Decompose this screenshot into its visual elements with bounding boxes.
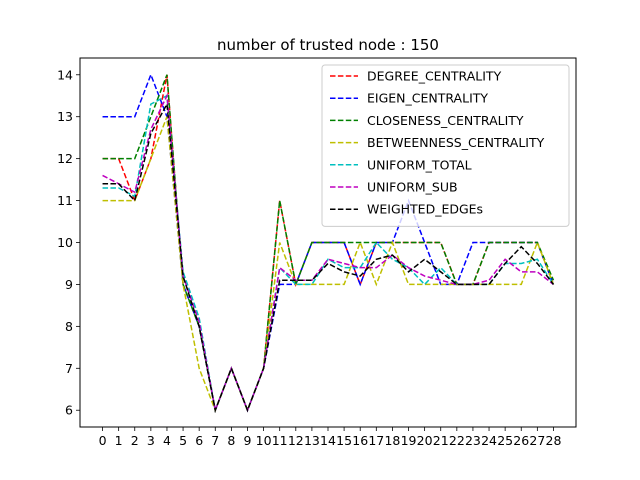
y-tick-label: 10 xyxy=(57,235,73,250)
x-tick-label: 6 xyxy=(195,433,203,448)
legend-label: UNIFORM_TOTAL xyxy=(367,157,472,172)
legend-label: CLOSENESS_CENTRALITY xyxy=(367,113,524,128)
series-lines xyxy=(102,72,555,414)
legend-label: DEGREE_CENTRALITY xyxy=(367,69,502,84)
x-tick-label: 17 xyxy=(368,433,384,448)
x-tick-label: 1 xyxy=(115,433,123,448)
x-tick-label: 16 xyxy=(352,433,368,448)
series-line-6 xyxy=(102,101,555,413)
x-tick-label: 27 xyxy=(529,433,545,448)
x-tick-label: 8 xyxy=(227,433,235,448)
series-line-3 xyxy=(102,116,555,413)
legend: DEGREE_CENTRALITY EIGEN_CENTRALITY CLOSENE… xyxy=(321,64,570,227)
x-tick-label: 26 xyxy=(513,433,529,448)
x-tick-label: 11 xyxy=(272,433,288,448)
x-tick-label: 15 xyxy=(336,433,352,448)
y-tick-label: 8 xyxy=(65,319,73,334)
x-tick-label: 25 xyxy=(497,433,513,448)
x-tick-label: 24 xyxy=(481,433,497,448)
x-tick-label: 2 xyxy=(131,433,139,448)
x-tick-label: 3 xyxy=(147,433,155,448)
x-tick-label: 12 xyxy=(288,433,304,448)
y-tick-label: 6 xyxy=(65,403,73,418)
x-tick-label: 22 xyxy=(449,433,465,448)
chart-title: number of trusted node : 150 xyxy=(217,36,439,54)
x-tick-label: 14 xyxy=(320,433,336,448)
legend-label: EIGEN_CENTRALITY xyxy=(367,91,488,106)
y-tick-label: 13 xyxy=(57,109,73,124)
y-tick-label: 11 xyxy=(57,193,73,208)
y-tick-label: 7 xyxy=(65,361,73,376)
x-tick-label: 21 xyxy=(433,433,449,448)
legend-label: BETWEENNESS_CENTRALITY xyxy=(367,135,545,150)
x-tick-label: 5 xyxy=(179,433,187,448)
x-tick-label: 10 xyxy=(256,433,272,448)
legend-box xyxy=(321,64,570,227)
x-tick-label: 20 xyxy=(417,433,433,448)
y-tick-label: 12 xyxy=(57,151,73,166)
y-tick-label: 9 xyxy=(65,277,73,292)
series-line-5 xyxy=(102,92,554,413)
x-tick-label: 4 xyxy=(163,433,171,448)
x-axis-ticks: 0 1 2 3 4 5 6 7 8 9 10 11 12 13 14 15 16 17 18 19 20 21 22 23 24… xyxy=(99,427,562,448)
x-tick-label: 7 xyxy=(211,433,219,448)
legend-label: WEIGHTED_EDGEs xyxy=(367,202,483,217)
legend-label: UNIFORM_SUB xyxy=(367,180,458,195)
x-tick-label: 18 xyxy=(384,433,400,448)
x-tick-label: 28 xyxy=(546,433,562,448)
x-tick-label: 19 xyxy=(401,433,417,448)
x-tick-label: 0 xyxy=(99,433,107,448)
x-tick-label: 23 xyxy=(465,433,481,448)
x-tick-label: 13 xyxy=(304,433,320,448)
y-axis-ticks: 6 7 8 9 10 11 12 13 14 xyxy=(57,67,80,418)
y-tick-label: 14 xyxy=(57,67,73,82)
x-tick-label: 9 xyxy=(244,433,252,448)
